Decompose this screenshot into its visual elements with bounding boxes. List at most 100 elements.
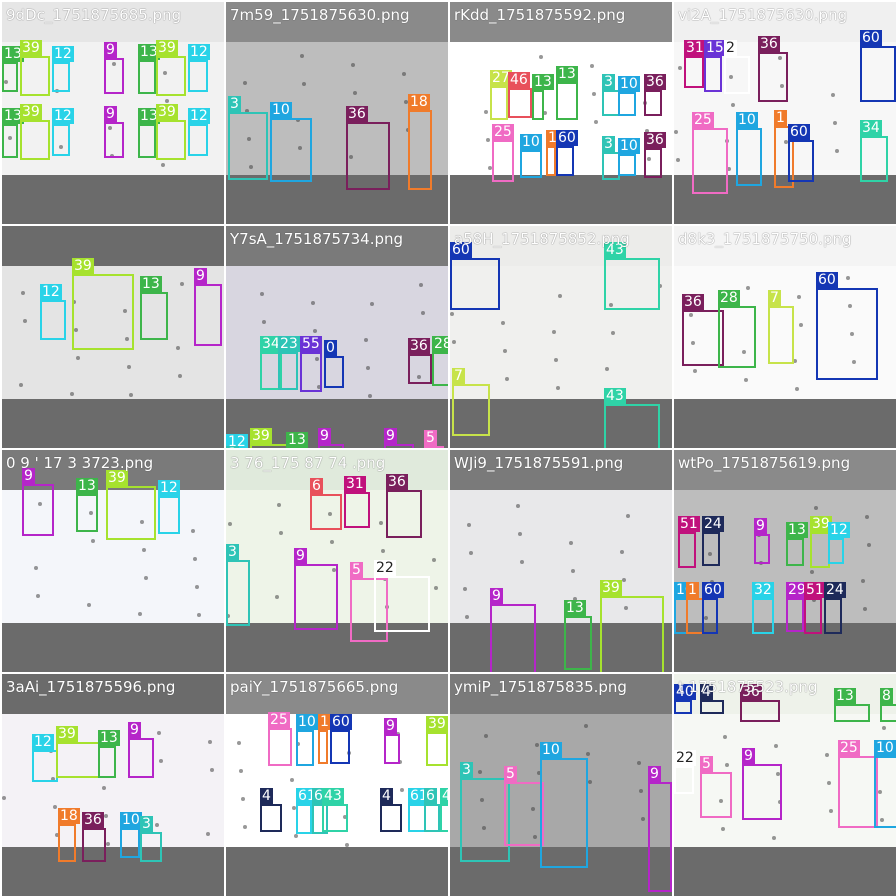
noise-dot <box>353 91 357 95</box>
noise-dot <box>4 80 8 84</box>
noise-dot <box>833 121 837 125</box>
detection-box: 34 <box>860 120 888 182</box>
character-shape <box>756 536 768 562</box>
noise-dot <box>89 511 93 515</box>
class-label: 3 <box>602 74 615 90</box>
class-label: 9 <box>742 748 755 764</box>
character-shape <box>462 780 508 860</box>
character-shape <box>744 766 780 818</box>
tile-background <box>226 450 448 672</box>
detection-box: 9 <box>294 548 338 630</box>
class-label: 12 <box>52 46 74 62</box>
noise-dot <box>586 752 590 756</box>
class-label: 12 <box>52 108 74 124</box>
noise-dot <box>584 724 588 728</box>
class-label: 13 <box>834 688 856 704</box>
character-shape <box>386 736 398 762</box>
class-label: 32 <box>752 582 774 598</box>
noise-dot <box>721 827 725 831</box>
class-label: 43 <box>604 242 626 258</box>
detection-box: 5 <box>424 430 444 448</box>
noise-dot <box>825 753 829 757</box>
detection-box: 10 <box>874 740 896 828</box>
detection-box: 60 <box>450 242 500 310</box>
detection-box: 10 <box>618 76 640 116</box>
class-label: 60 <box>816 272 838 288</box>
noise-dot <box>774 744 778 748</box>
noise-dot <box>505 377 509 381</box>
detection-box: 27 <box>490 70 512 120</box>
character-shape <box>320 732 326 762</box>
noise-dot <box>228 522 232 526</box>
character-shape <box>312 496 340 528</box>
character-shape <box>840 758 876 826</box>
class-label: 36 <box>644 74 666 90</box>
noise-dot <box>488 166 492 170</box>
character-shape <box>22 122 48 158</box>
character-shape <box>818 290 876 378</box>
tile: ymiP_1751875835.png 3 5 10 9 <box>450 674 672 896</box>
class-label: 12 <box>828 522 850 538</box>
detection-box: 13 <box>138 44 160 94</box>
detection-box: 9 <box>754 518 770 564</box>
noise-dot <box>639 789 643 793</box>
noise-dot <box>537 771 541 775</box>
noise-dot <box>689 313 693 317</box>
character-shape <box>686 58 702 86</box>
class-label: 23 <box>278 336 300 352</box>
class-label: 3 <box>460 762 473 778</box>
character-shape <box>100 748 114 776</box>
tile-background <box>674 674 896 896</box>
detection-box: 4 <box>440 788 448 832</box>
detection-box: 13 <box>834 688 870 722</box>
tile: Y7sA_1751875734.png 34 23 55 0 36 28 12 39 13 9 9 5… <box>226 226 448 448</box>
class-label: 10 <box>270 102 292 118</box>
character-shape <box>602 598 662 672</box>
character-shape <box>620 94 634 114</box>
class-label: 13 <box>2 108 24 124</box>
detection-box: 39 <box>20 40 50 96</box>
noise-dot <box>330 540 334 544</box>
noise-dot <box>867 543 871 547</box>
noise-dot <box>588 780 592 784</box>
tile-background <box>450 674 672 896</box>
class-label: 55 <box>300 336 322 352</box>
detection-box: 9 <box>318 428 344 448</box>
character-shape <box>382 806 400 830</box>
noise-dot <box>300 54 304 58</box>
noise-dot <box>328 512 332 516</box>
detection-box: 36 <box>644 132 666 178</box>
character-shape <box>158 58 184 94</box>
tile-background <box>226 674 448 896</box>
character-shape <box>428 734 446 764</box>
character-shape <box>558 148 572 174</box>
character-shape <box>24 486 52 534</box>
class-label: 13 <box>556 66 578 82</box>
class-label: 24 <box>824 582 846 598</box>
class-label: 36 <box>346 106 368 122</box>
character-shape <box>646 92 660 114</box>
noise-dot <box>102 786 106 790</box>
detection-box: 9 <box>104 42 124 94</box>
noise-dot <box>345 843 349 847</box>
class-label: 46 <box>508 72 530 88</box>
class-label: 12 <box>226 434 248 448</box>
detection-box: 23 <box>278 336 300 390</box>
class-label: 7 <box>768 290 781 306</box>
noise-dot <box>776 772 780 776</box>
noise-dot <box>400 788 404 792</box>
character-shape <box>506 784 542 844</box>
noise-dot <box>2 796 6 800</box>
noise-dot <box>140 520 144 524</box>
detection-box: 36 <box>758 36 788 102</box>
detection-box: 60 <box>860 30 896 102</box>
character-shape <box>84 830 104 860</box>
noise-dot <box>245 109 249 113</box>
noise-dot <box>294 834 298 838</box>
noise-dot <box>197 613 201 617</box>
noise-dot <box>674 130 678 134</box>
detection-box: 3 <box>140 816 162 862</box>
character-shape <box>558 84 576 118</box>
noise-dot <box>125 337 129 341</box>
noise-dot <box>848 304 852 308</box>
